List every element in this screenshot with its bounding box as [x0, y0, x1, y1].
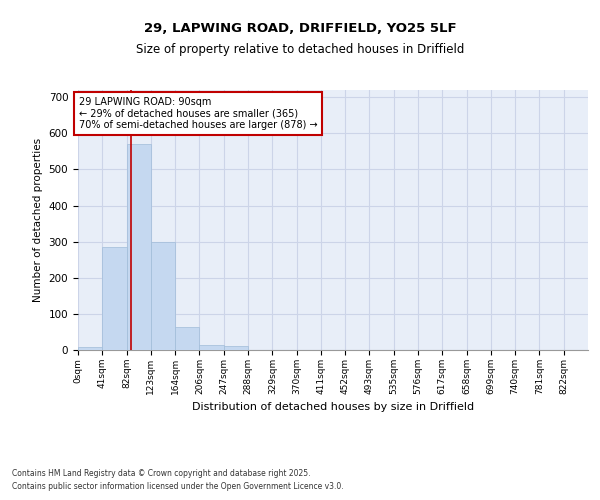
X-axis label: Distribution of detached houses by size in Driffield: Distribution of detached houses by size … [192, 402, 474, 412]
Bar [151, 242, 175, 350]
Text: 29 LAPWING ROAD: 90sqm
← 29% of detached houses are smaller (365)
70% of semi-de: 29 LAPWING ROAD: 90sqm ← 29% of detached… [79, 97, 317, 130]
Bar [78, 347, 102, 350]
Text: Contains HM Land Registry data © Crown copyright and database right 2025.: Contains HM Land Registry data © Crown c… [12, 469, 311, 478]
Bar [199, 344, 224, 350]
Text: Size of property relative to detached houses in Driffield: Size of property relative to detached ho… [136, 42, 464, 56]
Bar [127, 144, 151, 350]
Text: Contains public sector information licensed under the Open Government Licence v3: Contains public sector information licen… [12, 482, 344, 491]
Text: 29, LAPWING ROAD, DRIFFIELD, YO25 5LF: 29, LAPWING ROAD, DRIFFIELD, YO25 5LF [143, 22, 457, 36]
Y-axis label: Number of detached properties: Number of detached properties [33, 138, 43, 302]
Bar [224, 346, 248, 350]
Bar [175, 326, 199, 350]
Bar [102, 247, 127, 350]
